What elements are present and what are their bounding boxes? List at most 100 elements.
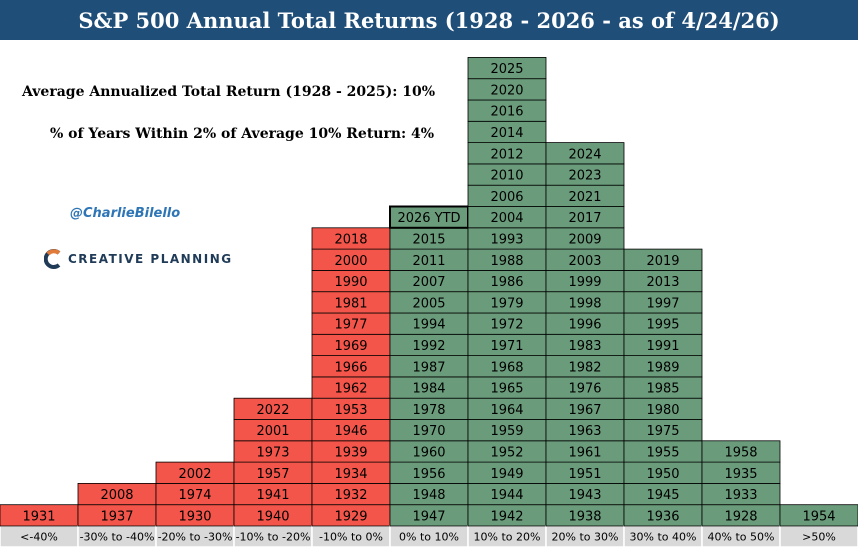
year-label: 1948 (412, 488, 445, 503)
year-label: 1928 (724, 509, 757, 524)
year-label: 1964 (490, 403, 523, 418)
year-label: 1941 (256, 488, 289, 503)
year-label: 2023 (568, 169, 601, 184)
year-label: 1996 (568, 318, 601, 333)
year-label: 1972 (490, 318, 523, 333)
year-cell (779, 504, 858, 527)
year-label: 2018 (334, 232, 367, 247)
year-label: 1975 (646, 424, 679, 439)
year-label: 1946 (334, 424, 367, 439)
year-label: 2022 (256, 403, 289, 418)
year-label: 2016 (490, 105, 523, 120)
year-cell (623, 248, 703, 271)
year-label: 1929 (334, 509, 367, 524)
year-label: 2015 (412, 232, 445, 247)
category-label: -20% to -30% (158, 531, 233, 544)
year-label: 1971 (490, 339, 523, 354)
year-label: 1954 (802, 509, 835, 524)
year-label: 1961 (568, 445, 601, 460)
year-label: 1966 (334, 360, 367, 375)
year-label: 1952 (490, 445, 523, 460)
average-return-stat: Average Annualized Total Return (1928 - … (22, 84, 436, 100)
year-label: 1949 (490, 467, 523, 482)
year-label: 1939 (334, 445, 367, 460)
year-label: 1934 (334, 467, 367, 482)
year-label: 1959 (490, 424, 523, 439)
year-label: 1998 (568, 296, 601, 311)
year-label: 1958 (724, 445, 757, 460)
category-label: 30% to 40% (630, 531, 697, 544)
year-label: 1977 (334, 318, 367, 333)
year-label: 2014 (490, 126, 523, 141)
year-label: 1930 (178, 509, 211, 524)
year-label: 2005 (412, 296, 445, 311)
category-label: 20% to 30% (552, 531, 619, 544)
year-label: 1937 (100, 509, 133, 524)
year-label: 1945 (646, 488, 679, 503)
year-label: 1967 (568, 403, 601, 418)
creative-planning-c-icon (44, 249, 61, 269)
logo-text: CREATIVE PLANNING (68, 252, 233, 266)
year-label: 1943 (568, 488, 601, 503)
year-label: 2021 (568, 190, 601, 205)
chart-title: S&P 500 Annual Total Returns (1928 - 202… (0, 0, 858, 40)
year-label: 2002 (178, 467, 211, 482)
year-label: 1935 (724, 467, 757, 482)
year-label: 1969 (334, 339, 367, 354)
category-label: -10% to -20% (236, 531, 311, 544)
year-label: 1956 (412, 467, 445, 482)
year-cell (545, 142, 625, 165)
year-label: 2011 (412, 254, 445, 269)
year-label: 2010 (490, 169, 523, 184)
category-label: 10% to 20% (474, 531, 541, 544)
year-label: 1981 (334, 296, 367, 311)
year-label: 1988 (490, 254, 523, 269)
year-label: 2025 (490, 62, 523, 77)
year-label: 1944 (490, 488, 523, 503)
year-label: 1980 (646, 403, 679, 418)
year-label: 1992 (412, 339, 445, 354)
year-label: 1965 (490, 382, 523, 397)
year-label: 2017 (568, 211, 601, 226)
within-average-stat: % of Years Within 2% of Average 10% Retu… (50, 126, 435, 142)
year-label: 2008 (100, 488, 133, 503)
year-label: 1960 (412, 445, 445, 460)
year-label: 2009 (568, 232, 601, 247)
year-label: 2001 (256, 424, 289, 439)
year-label: 1982 (568, 360, 601, 375)
year-label: 1973 (256, 445, 289, 460)
year-label: 1978 (412, 403, 445, 418)
category-label: >50% (802, 531, 836, 544)
creative-planning-logo: CREATIVE PLANNING (44, 249, 233, 269)
year-label: 1970 (412, 424, 445, 439)
year-label: 2020 (490, 83, 523, 98)
year-label: 1932 (334, 488, 367, 503)
year-label: 2004 (490, 211, 523, 226)
year-label: 1955 (646, 445, 679, 460)
year-label: 1942 (490, 509, 523, 524)
year-label: 1979 (490, 296, 523, 311)
category-label: 0% to 10% (399, 531, 459, 544)
year-label: 1947 (412, 509, 445, 524)
category-label: <-40% (20, 531, 58, 544)
year-label: 1963 (568, 424, 601, 439)
year-label: 2026 YTD (397, 211, 460, 226)
year-label: 1990 (334, 275, 367, 290)
year-label: 1991 (646, 339, 679, 354)
year-label: 2006 (490, 190, 523, 205)
year-label: 1953 (334, 403, 367, 418)
year-label: 1987 (412, 360, 445, 375)
year-label: 1950 (646, 467, 679, 482)
year-label: 1957 (256, 467, 289, 482)
category-label: 40% to 50% (708, 531, 775, 544)
year-label: 1999 (568, 275, 601, 290)
year-label: 2000 (334, 254, 367, 269)
year-label: 1995 (646, 318, 679, 333)
year-label: 1994 (412, 318, 445, 333)
year-label: 1940 (256, 509, 289, 524)
year-label: 2003 (568, 254, 601, 269)
year-label: 2007 (412, 275, 445, 290)
year-label: 1985 (646, 382, 679, 397)
year-label: 1976 (568, 382, 601, 397)
